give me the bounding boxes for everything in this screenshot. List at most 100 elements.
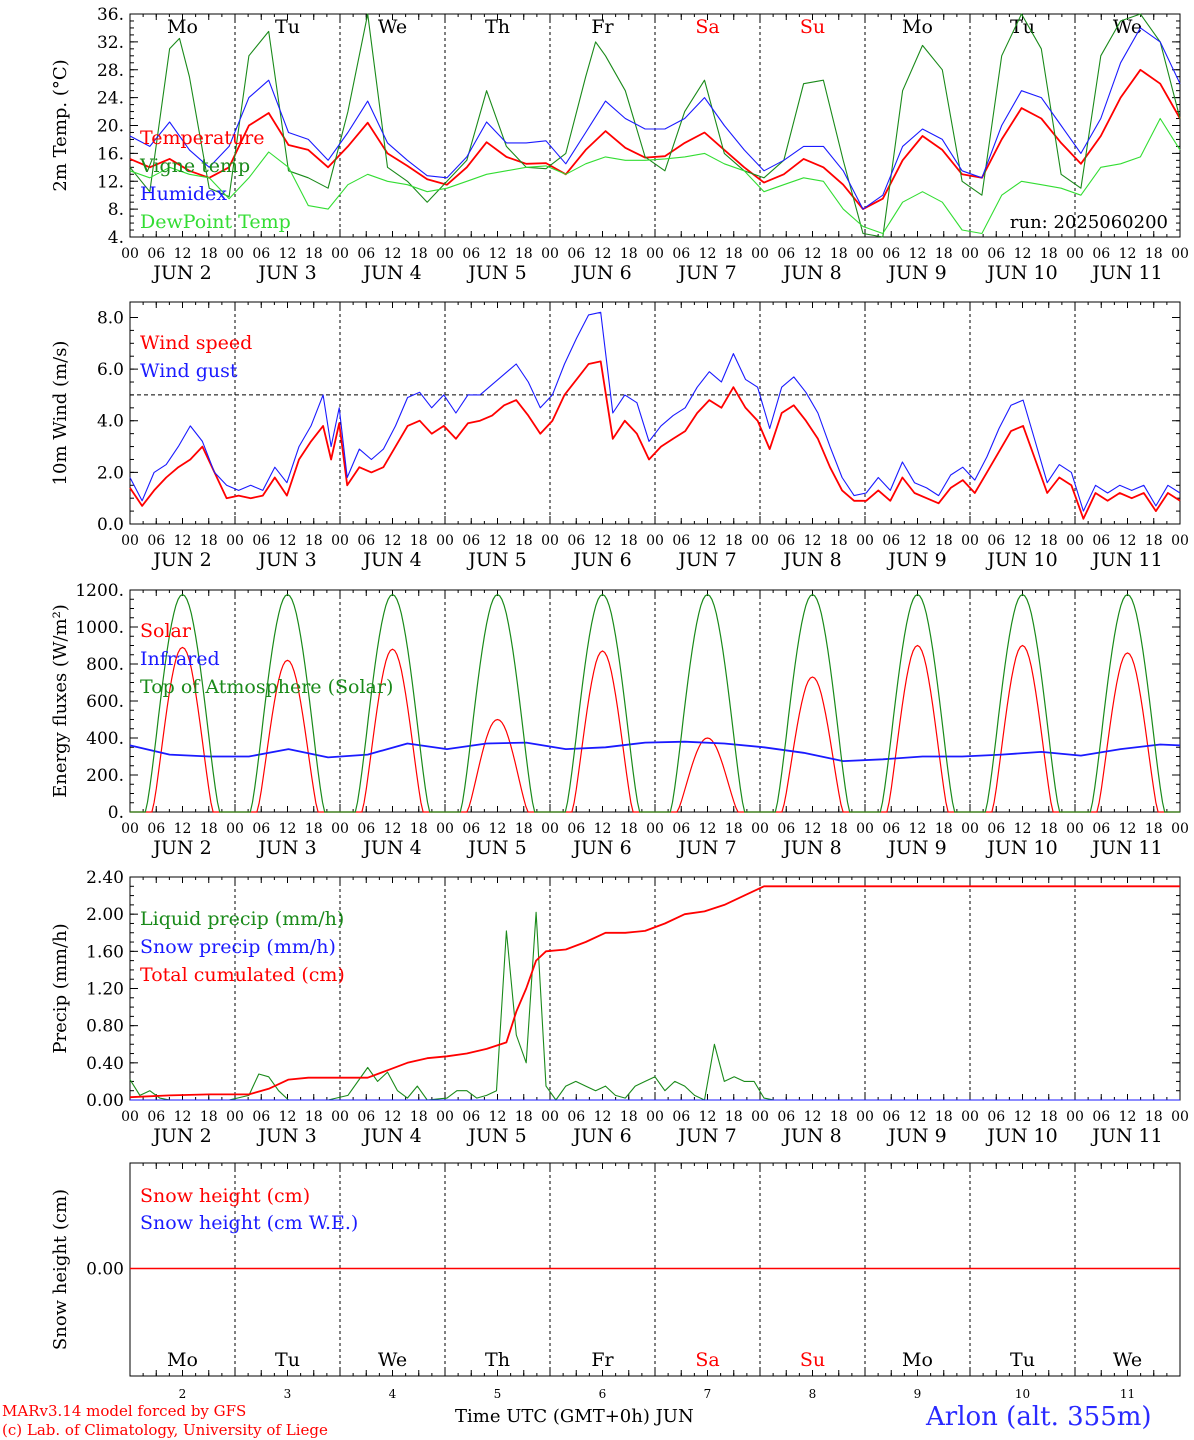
hour-tick-label: 18 [410,246,428,262]
hour-tick-label: 18 [935,246,953,262]
hour-tick-label: 00 [1171,821,1189,837]
hour-tick-label: 18 [1145,246,1163,262]
hour-tick-label: 00 [436,533,454,549]
hour-tick-label: 18 [620,533,638,549]
y-tick-label: 8.0 [97,308,124,328]
y-tick-label: 2.0 [97,463,124,483]
series-infrared [129,740,1181,762]
hour-tick-label: 00 [331,533,349,549]
hour-tick-label: 06 [357,533,375,549]
date-label: JUN 7 [676,837,736,859]
hour-tick-label: 00 [436,246,454,262]
series-dewpoint-temp [129,117,1181,235]
credit-line-2: (c) Lab. of Climatology, University of L… [2,1421,328,1439]
y-tick-label: 12. [97,172,124,192]
series-humidex [129,27,1181,210]
y-axis-label: 2m Temp. (°C) [50,59,71,191]
hour-tick-label: 12 [174,1109,192,1125]
hour-tick-label: 00 [121,533,139,549]
hour-tick-label: 06 [147,1109,165,1125]
day-number-label: 3 [284,1387,292,1401]
date-label: JUN 4 [361,1125,421,1147]
day-of-week-label: Mo [167,16,198,38]
hour-tick-label: 12 [909,1109,927,1125]
hour-tick-label: 18 [935,1109,953,1125]
day-of-week-label: Tu [275,16,300,38]
y-tick-label: 1.60 [86,942,124,962]
hour-tick-label: 06 [1092,1109,1110,1125]
y-tick-label: 2.40 [86,868,124,888]
hour-tick-label: 00 [961,1109,979,1125]
hour-tick-label: 00 [856,246,874,262]
day-of-week-label: We [378,16,407,38]
y-tick-label: 32. [97,33,124,53]
hour-tick-label: 06 [882,821,900,837]
date-label: JUN 9 [886,837,946,859]
hour-tick-label: 00 [751,246,769,262]
hour-tick-label: 12 [279,821,297,837]
hour-tick-label: 06 [777,533,795,549]
day-number-label: 7 [704,1387,712,1401]
hour-tick-label: 18 [935,533,953,549]
hour-tick-label: 12 [909,533,927,549]
series-temperature [129,68,1181,210]
day-of-week-label: Su [800,1349,825,1371]
date-label: JUN 6 [571,1125,631,1147]
y-tick-label: 1200. [75,581,124,601]
hour-tick-label: 18 [620,821,638,837]
hour-tick-label: 12 [804,1109,822,1125]
hour-tick-label: 00 [226,246,244,262]
hour-tick-label: 18 [1145,1109,1163,1125]
hour-tick-label: 12 [279,1109,297,1125]
y-tick-label: 28. [97,61,124,81]
hour-tick-label: 06 [987,821,1005,837]
hour-tick-label: 12 [594,246,612,262]
hour-tick-label: 18 [725,246,743,262]
hour-tick-label: 06 [252,533,270,549]
hour-tick-label: 12 [384,533,402,549]
hour-tick-label: 12 [699,533,717,549]
hour-tick-label: 00 [751,821,769,837]
y-tick-label: 400. [86,729,124,749]
panel-5: 0.00 Snow height (cm) Mo Tu We Th Fr Sa Su Mo Tu We… [50,1162,1181,1401]
hour-tick-label: 00 [541,246,559,262]
hour-tick-label: 12 [279,246,297,262]
hour-tick-label: 12 [909,821,927,837]
hour-tick-label: 00 [121,246,139,262]
day-of-week-label: Mo [167,1349,198,1371]
y-tick-label: 200. [86,766,124,786]
panel-4: 0.00 0.40 0.80 1.20 1.60 2.00 2.40 Precip (mm/h… [50,868,1189,1147]
hour-tick-label: 18 [200,533,218,549]
date-label: JUN 2 [151,262,211,284]
hour-tick-label: 00 [541,533,559,549]
hour-tick-label: 06 [882,246,900,262]
hour-tick-label: 06 [882,533,900,549]
hour-tick-label: 06 [462,1109,480,1125]
day-of-week-label: Tu [1010,16,1035,38]
hour-tick-label: 00 [1066,533,1084,549]
hour-tick-label: 00 [541,821,559,837]
day-number-label: 5 [494,1387,502,1401]
y-tick-label: 24. [97,89,124,109]
hour-tick-label: 06 [987,1109,1005,1125]
series-top-of-atmosphere-solar- [130,593,1180,813]
date-label: JUN 4 [361,262,421,284]
date-label: JUN 5 [466,262,526,284]
hour-tick-label: 12 [1119,246,1137,262]
hour-tick-label: 00 [856,533,874,549]
hour-tick-label: 12 [804,821,822,837]
hour-tick-label: 00 [646,533,664,549]
y-axis-label: Snow height (cm) [50,1189,71,1350]
y-tick-label: 1.20 [86,980,124,1000]
hour-tick-label: 12 [804,533,822,549]
hour-tick-label: 06 [252,821,270,837]
y-axis-label: Precip (mm/h) [50,923,71,1053]
hour-tick-label: 06 [1092,821,1110,837]
hour-tick-label: 00 [1066,246,1084,262]
y-axis-label: 10m Wind (m/s) [50,341,71,486]
hour-tick-label: 00 [1066,821,1084,837]
hour-tick-label: 06 [987,533,1005,549]
hour-tick-label: 00 [331,1109,349,1125]
hour-tick-label: 18 [1040,533,1058,549]
hour-tick-label: 18 [620,1109,638,1125]
